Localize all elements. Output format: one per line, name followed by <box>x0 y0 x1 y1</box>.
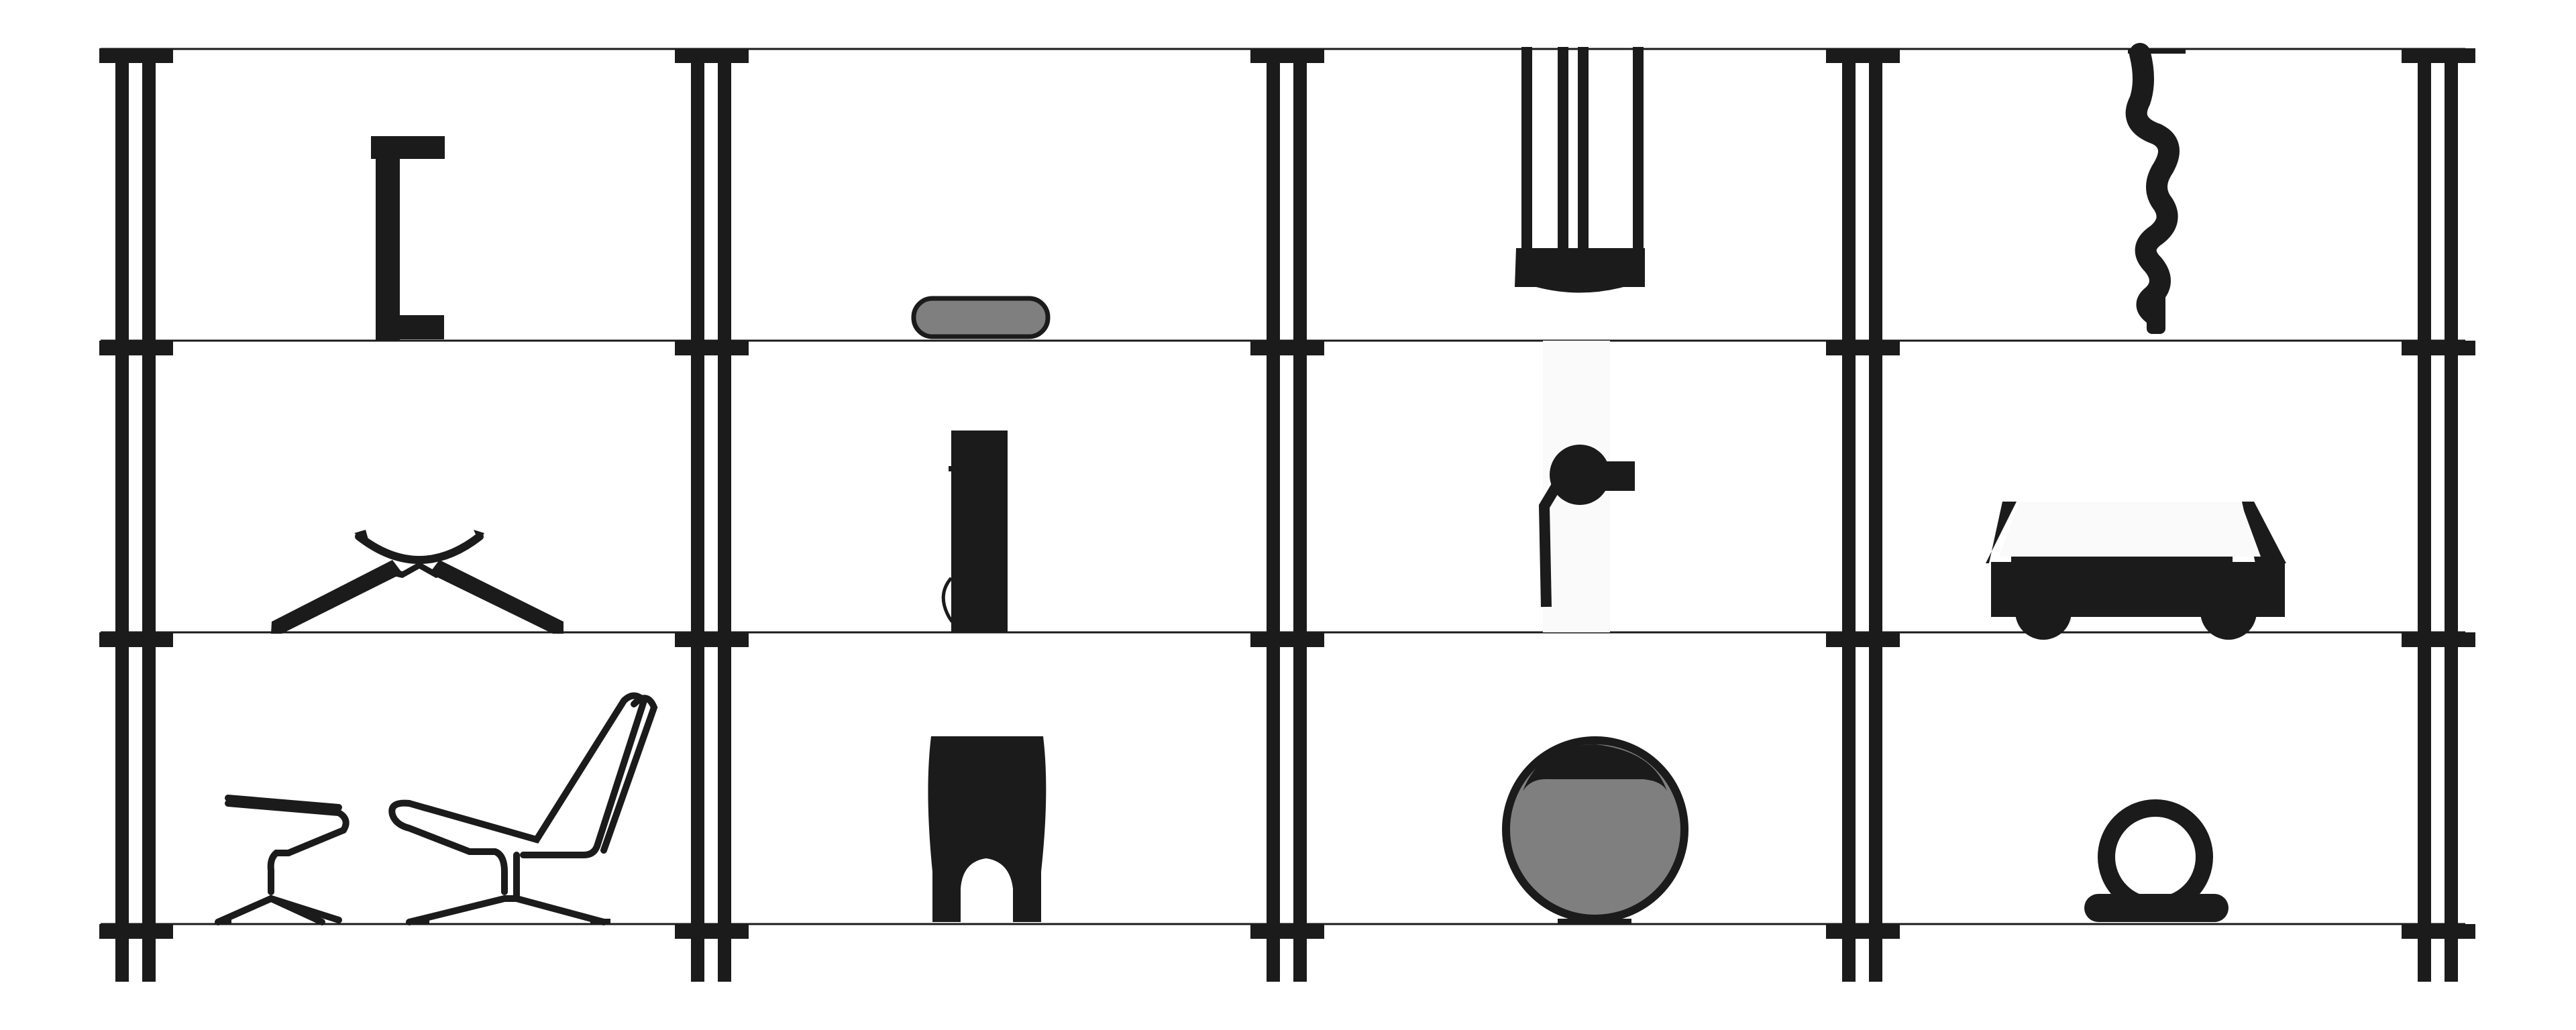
clamp <box>1826 341 1900 355</box>
x-base-folding-stool-icon <box>271 530 564 634</box>
lounge-chair-and-ottoman-icon <box>215 692 658 925</box>
upright-post <box>2418 52 2431 982</box>
upright-post <box>1869 52 1882 982</box>
clamp <box>2402 632 2475 647</box>
shelf-boards <box>101 48 2465 925</box>
clamp <box>2402 48 2475 63</box>
clamp <box>1826 924 1900 939</box>
ring-ottoman-icon <box>2084 799 2229 922</box>
upright-post <box>1293 52 1307 982</box>
clamp <box>2402 341 2475 355</box>
clamp <box>1826 632 1900 647</box>
c-shaped-side-table-icon <box>371 136 445 340</box>
swing-chair-icon <box>1515 47 1645 293</box>
clamp <box>1250 341 1324 355</box>
upright-post <box>1267 52 1280 982</box>
rounded-cushion-icon <box>911 296 1051 339</box>
clamp <box>99 924 173 939</box>
clamp <box>675 341 749 355</box>
clamp <box>1250 632 1324 647</box>
clamp <box>2402 924 2475 939</box>
clamp <box>675 924 749 939</box>
clamp <box>1250 924 1324 939</box>
clamp <box>99 48 173 63</box>
ball-chair-icon <box>1502 736 1688 924</box>
shelf-clamps <box>99 48 2475 939</box>
shelf-uprights <box>115 52 2458 982</box>
tall-cabinet-icon <box>941 431 1008 632</box>
upright-post <box>115 52 129 982</box>
rolling-daybed-icon <box>1986 502 2286 640</box>
clamp <box>99 341 173 355</box>
floor-lamp-icon <box>1538 341 1635 632</box>
shelf-frame <box>99 48 2475 982</box>
twisted-pendant-lamp-icon <box>2125 43 2186 334</box>
upright-post <box>718 52 731 982</box>
upright-post <box>1842 52 1856 982</box>
clamp <box>1250 48 1324 63</box>
clamp <box>1826 48 1900 63</box>
clamp <box>99 632 173 647</box>
upright-post <box>2445 52 2458 982</box>
upright-post <box>691 52 704 982</box>
upright-post <box>142 52 156 982</box>
arched-stool-icon <box>928 736 1046 922</box>
clamp <box>675 48 749 63</box>
clamp <box>675 632 749 647</box>
